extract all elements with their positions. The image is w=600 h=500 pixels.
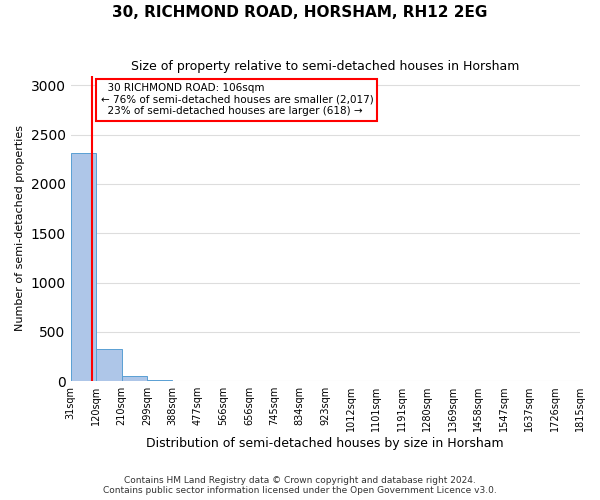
- Bar: [122, 376, 147, 381]
- Text: 30 RICHMOND ROAD: 106sqm  
← 76% of semi-detached houses are smaller (2,017)
  2: 30 RICHMOND ROAD: 106sqm ← 76% of semi-d…: [101, 83, 373, 116]
- Bar: [96, 348, 122, 381]
- Text: Contains HM Land Registry data © Crown copyright and database right 2024.
Contai: Contains HM Land Registry data © Crown c…: [103, 476, 497, 495]
- Title: Size of property relative to semi-detached houses in Horsham: Size of property relative to semi-detach…: [131, 60, 520, 73]
- Text: 30, RICHMOND ROAD, HORSHAM, RH12 2EG: 30, RICHMOND ROAD, HORSHAM, RH12 2EG: [112, 5, 488, 20]
- Bar: [147, 380, 172, 381]
- X-axis label: Distribution of semi-detached houses by size in Horsham: Distribution of semi-detached houses by …: [146, 437, 504, 450]
- Bar: [71, 154, 96, 381]
- Y-axis label: Number of semi-detached properties: Number of semi-detached properties: [15, 126, 25, 332]
